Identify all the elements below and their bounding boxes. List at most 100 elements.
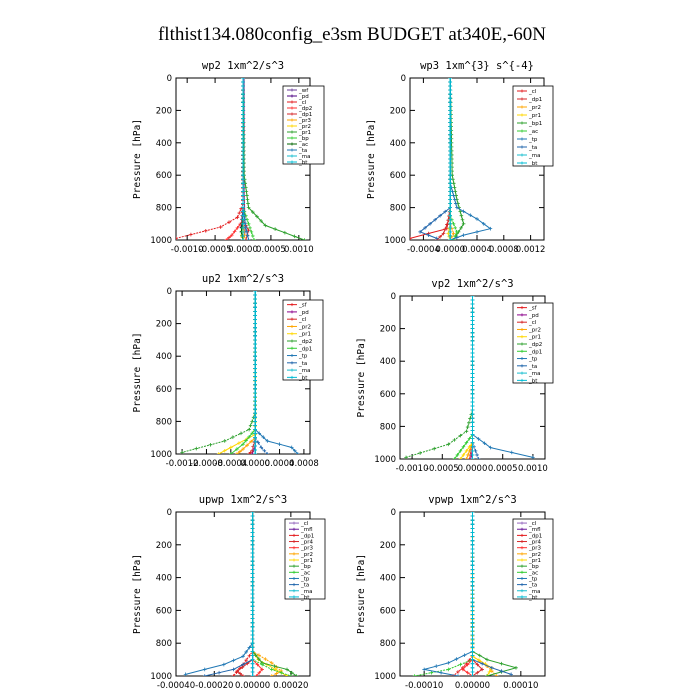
legend-entry: _dp2 bbox=[298, 339, 312, 345]
legend-marker bbox=[290, 368, 294, 372]
data-point bbox=[458, 457, 463, 459]
data-point bbox=[241, 157, 245, 161]
legend-entry: _bt bbox=[528, 378, 538, 384]
data-point bbox=[448, 173, 452, 177]
data-point bbox=[235, 215, 240, 220]
data-point bbox=[448, 234, 452, 238]
data-point bbox=[248, 226, 252, 230]
legend: _sf_pd_cl_pr2 _pr1_dp2_dp1 _tp_ta_ma_bt bbox=[282, 299, 324, 381]
legend-marker bbox=[290, 112, 294, 116]
data-point bbox=[238, 449, 242, 454]
data-point bbox=[451, 193, 456, 198]
data-point bbox=[253, 317, 257, 322]
data-point bbox=[241, 104, 245, 109]
data-point bbox=[435, 236, 439, 240]
data-point bbox=[467, 421, 471, 425]
data-point bbox=[459, 226, 463, 230]
legend-entry: _cl bbox=[298, 317, 307, 323]
data-point bbox=[250, 629, 255, 633]
data-point bbox=[241, 100, 245, 105]
data-point bbox=[473, 449, 478, 453]
data-point bbox=[461, 233, 466, 237]
data-point bbox=[531, 455, 535, 459]
data-point bbox=[448, 226, 452, 230]
y-tick-label: 800 bbox=[380, 639, 396, 649]
legend-marker bbox=[290, 118, 294, 122]
data-point bbox=[470, 543, 475, 547]
data-point bbox=[475, 230, 479, 234]
data-point bbox=[253, 395, 257, 399]
data-point bbox=[253, 346, 257, 350]
data-point bbox=[243, 225, 248, 229]
data-point bbox=[446, 667, 451, 672]
data-point bbox=[241, 442, 245, 447]
data-point bbox=[279, 670, 284, 675]
data-point bbox=[470, 432, 475, 437]
data-point bbox=[227, 220, 231, 224]
legend-marker bbox=[520, 533, 524, 537]
data-point bbox=[222, 662, 226, 667]
legend-entry: _pr2 bbox=[300, 552, 313, 558]
y-axis-label: Pressure [hPa] bbox=[132, 119, 143, 199]
legend-entry: _dp1 bbox=[300, 533, 314, 539]
data-point bbox=[467, 449, 472, 453]
data-point bbox=[467, 457, 472, 459]
legend-entry: _pr3 bbox=[528, 546, 542, 552]
data-point bbox=[253, 313, 257, 318]
data-point bbox=[250, 538, 255, 543]
data-point bbox=[488, 445, 493, 450]
legend-marker bbox=[520, 349, 524, 353]
data-point bbox=[289, 445, 294, 450]
data-point bbox=[253, 291, 257, 293]
legend-box bbox=[282, 299, 324, 381]
data-point bbox=[470, 653, 475, 658]
data-point bbox=[250, 526, 255, 531]
panel-6: vpwp 1xm^2/s^3 Pressure [hPa] 0 200 400 600 80… bbox=[356, 494, 554, 691]
data-point bbox=[247, 653, 252, 658]
data-point bbox=[241, 124, 245, 129]
data-point bbox=[448, 141, 452, 145]
y-tick-label: 600 bbox=[380, 390, 396, 400]
legend-marker bbox=[292, 552, 296, 556]
legend-entry: _ta bbox=[298, 361, 307, 367]
series-group bbox=[176, 78, 307, 240]
series-group bbox=[180, 291, 300, 454]
data-point bbox=[467, 444, 472, 449]
data-point bbox=[248, 423, 253, 428]
data-point bbox=[448, 120, 452, 125]
legend-marker bbox=[520, 570, 524, 574]
series-group bbox=[412, 512, 518, 676]
legend-marker bbox=[520, 342, 524, 346]
series-group bbox=[410, 78, 493, 240]
data-point bbox=[241, 189, 245, 194]
legend-marker bbox=[292, 521, 296, 525]
y-tick-label: 800 bbox=[390, 204, 406, 214]
legend-marker bbox=[290, 130, 294, 134]
data-point bbox=[253, 411, 257, 416]
legend-entry: _bt bbox=[528, 161, 538, 167]
data-point bbox=[464, 449, 469, 453]
data-point bbox=[235, 447, 239, 451]
data-point bbox=[250, 234, 255, 238]
series-markers-bt bbox=[250, 512, 255, 676]
panel-title: upwp 1xm^2/s^3 bbox=[199, 494, 288, 506]
data-point bbox=[241, 132, 245, 137]
data-point bbox=[476, 457, 481, 459]
data-point bbox=[452, 185, 457, 190]
panel-title: wp2 1xm^2/s^3 bbox=[202, 60, 284, 72]
y-tick-label: 200 bbox=[380, 325, 396, 335]
data-point bbox=[250, 608, 255, 613]
legend-entry: _pr4 bbox=[528, 540, 542, 546]
data-point bbox=[470, 296, 475, 298]
data-point bbox=[470, 347, 475, 351]
data-point bbox=[235, 226, 240, 230]
legend-marker bbox=[520, 378, 524, 382]
data-point bbox=[237, 211, 242, 215]
data-point bbox=[241, 153, 245, 157]
data-point bbox=[256, 440, 261, 445]
data-point bbox=[296, 452, 300, 454]
data-point bbox=[285, 667, 289, 672]
data-point bbox=[253, 374, 257, 379]
legend-entry: _tp bbox=[298, 354, 308, 360]
